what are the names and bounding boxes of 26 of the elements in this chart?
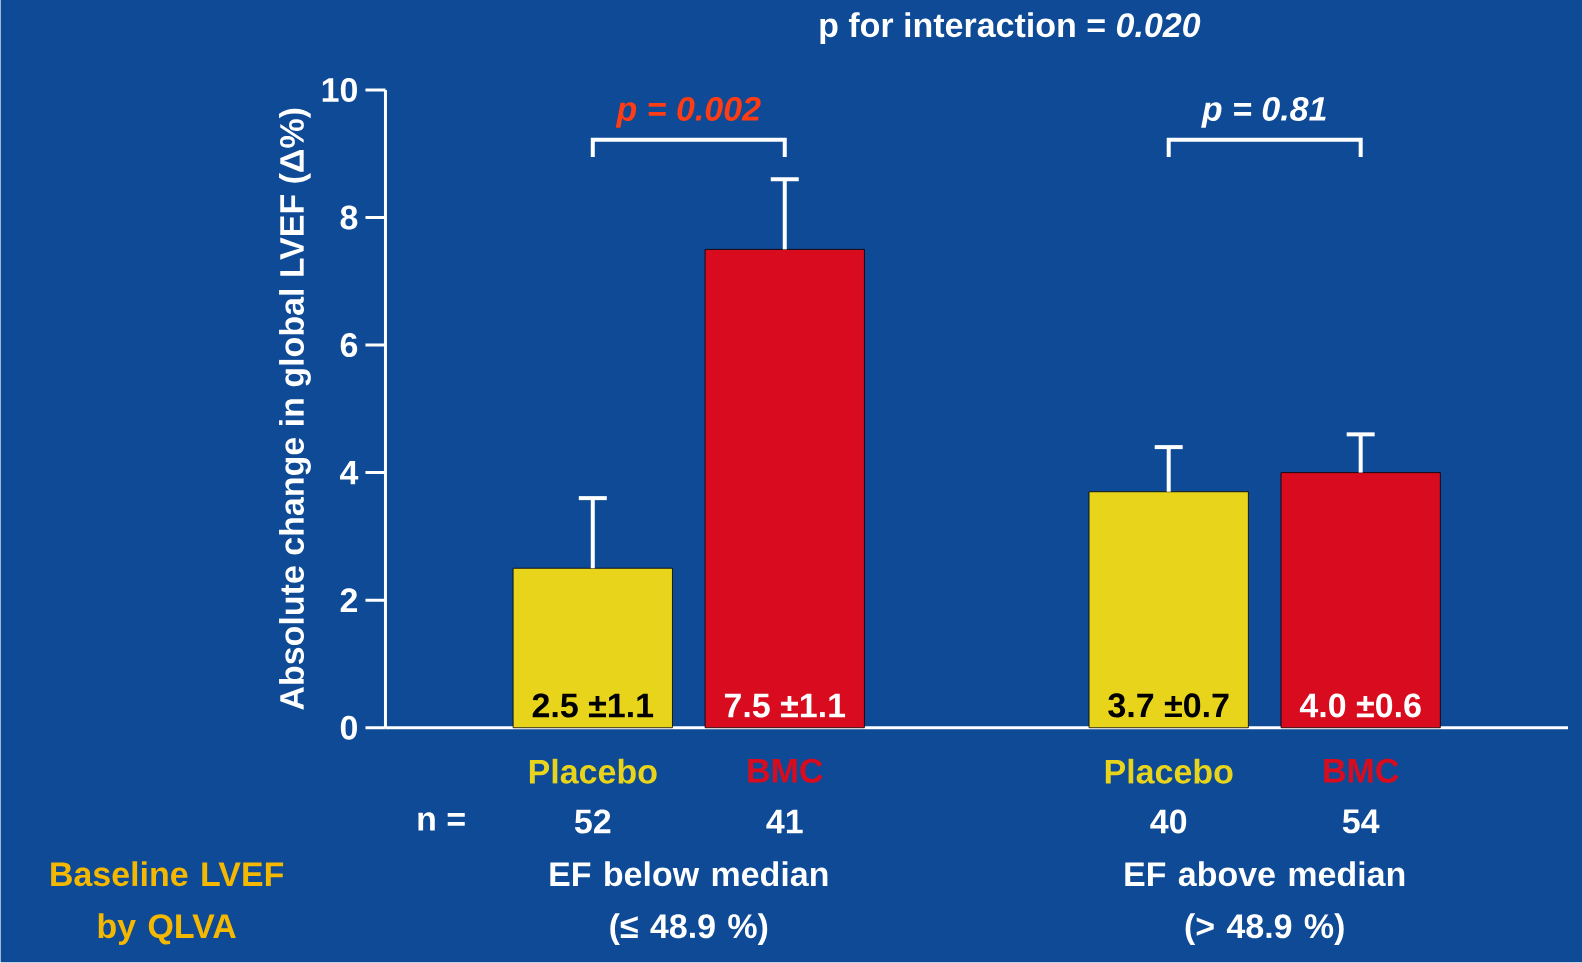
x-tick-label: Placebo [529, 758, 657, 784]
text: p for interaction = 0.020 [820, 12, 1201, 45]
text: 40 [1150, 809, 1187, 834]
y-tick-label: 6 [340, 333, 358, 358]
y-tick-label: 10 [322, 78, 357, 103]
x-tick-label: BMC [1324, 758, 1399, 784]
y-tick-label: 4 [340, 461, 359, 485]
text: Baseline LVEF by QLVA [51, 861, 284, 946]
annotation: p = 0.002 [615, 97, 761, 128]
text: EF above median (> 48.9 %) [1125, 861, 1405, 946]
text: 54 [1342, 809, 1380, 834]
x-tick-label: Placebo [1105, 758, 1233, 784]
text: 41 [766, 809, 803, 834]
y-tick-label: 8 [340, 205, 358, 230]
data-label: 4.0 ±0.6 [1299, 693, 1421, 718]
y-tick-label: 0 [340, 715, 357, 740]
y-tick-label: 2 [340, 588, 358, 613]
data-label: 3.7 ±0.7 [1108, 693, 1229, 718]
x-tick-label: BMC [748, 758, 823, 784]
text: 52 [574, 809, 611, 834]
text: n = [418, 812, 465, 831]
data-label: 7.5 ±1.1 [724, 693, 846, 718]
data-label: 2.5 ±1.1 [532, 693, 654, 718]
y-axis-title: Absolute change in global LVEF (Δ%) [279, 108, 311, 710]
text: EF below median (≤ 48.9 %) [550, 861, 828, 946]
annotation: p = 0.81 [1201, 97, 1326, 128]
